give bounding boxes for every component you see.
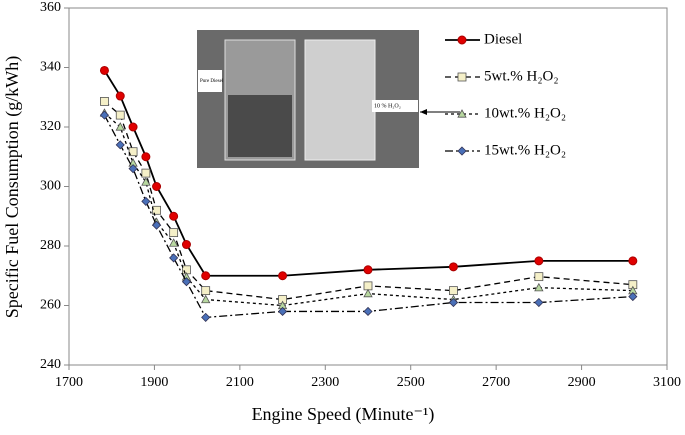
marker bbox=[141, 152, 151, 162]
marker bbox=[169, 253, 179, 263]
x-tick-label: 2100 bbox=[226, 375, 254, 390]
marker bbox=[457, 109, 467, 118]
marker bbox=[201, 294, 211, 304]
marker bbox=[99, 110, 110, 120]
x-tick-label: 2700 bbox=[482, 375, 510, 390]
marker bbox=[448, 297, 458, 308]
marker bbox=[181, 240, 191, 250]
marker bbox=[363, 288, 373, 298]
marker bbox=[141, 196, 151, 206]
marker bbox=[152, 205, 161, 215]
marker bbox=[201, 271, 211, 281]
y-tick-label: 280 bbox=[40, 238, 61, 253]
marker bbox=[99, 65, 109, 75]
y-tick-label: 300 bbox=[40, 179, 61, 194]
marker bbox=[457, 72, 467, 82]
y-tick-label: 360 bbox=[40, 0, 61, 15]
marker bbox=[628, 256, 638, 266]
marker bbox=[363, 281, 373, 291]
marker bbox=[278, 271, 288, 281]
x-tick-label: 2900 bbox=[568, 375, 596, 390]
y-tick-label: 240 bbox=[40, 357, 61, 372]
marker bbox=[169, 211, 179, 221]
x-tick-label: 2300 bbox=[311, 375, 339, 390]
marker bbox=[534, 282, 544, 292]
x-tick-label: 2500 bbox=[397, 375, 425, 390]
marker bbox=[449, 286, 458, 296]
x-tick-label: 1700 bbox=[55, 375, 83, 390]
marker bbox=[457, 35, 467, 45]
marker bbox=[201, 312, 211, 322]
marker bbox=[115, 122, 125, 131]
marker bbox=[141, 177, 151, 186]
marker bbox=[115, 110, 125, 120]
x-tick-label: 1900 bbox=[140, 375, 168, 390]
marker bbox=[363, 265, 373, 275]
marker bbox=[534, 297, 544, 308]
marker bbox=[128, 122, 138, 132]
marker bbox=[100, 97, 109, 106]
marker bbox=[115, 91, 125, 101]
marker bbox=[278, 306, 288, 317]
marker bbox=[181, 277, 192, 287]
x-tick-label: 3100 bbox=[653, 375, 681, 390]
marker bbox=[628, 292, 638, 302]
marker bbox=[141, 168, 151, 178]
marker bbox=[534, 272, 544, 282]
legend-label: 10wt.% H₂O₂ bbox=[484, 105, 566, 121]
marker bbox=[363, 306, 373, 317]
x-axis-label: Engine Speed (Minute⁻¹) bbox=[252, 404, 435, 425]
marker bbox=[151, 220, 162, 230]
legend-label: 5wt.% H₂O₂ bbox=[484, 68, 559, 84]
marker bbox=[169, 228, 179, 238]
marker bbox=[457, 146, 467, 156]
legend-label: 15wt.% H₂O₂ bbox=[484, 142, 566, 158]
y-tick-label: 340 bbox=[40, 60, 61, 75]
marker bbox=[152, 182, 162, 191]
inset-arrow-head bbox=[420, 109, 427, 115]
inset-label: Pure Diesel bbox=[200, 79, 224, 84]
inset-photo bbox=[197, 30, 419, 168]
marker bbox=[534, 256, 544, 266]
y-tick-label: 320 bbox=[40, 119, 61, 134]
marker bbox=[448, 262, 458, 272]
y-tick-label: 260 bbox=[40, 298, 61, 313]
marker bbox=[128, 147, 138, 157]
legend-label: Diesel bbox=[484, 31, 522, 47]
inset-label: 10 % H₂O₂ bbox=[374, 103, 401, 109]
y-axis-label: Specific Fuel Consumption (g/kWh) bbox=[2, 56, 23, 318]
marker bbox=[201, 286, 211, 296]
marker bbox=[115, 140, 125, 150]
marker bbox=[128, 164, 138, 174]
marker bbox=[168, 238, 179, 247]
